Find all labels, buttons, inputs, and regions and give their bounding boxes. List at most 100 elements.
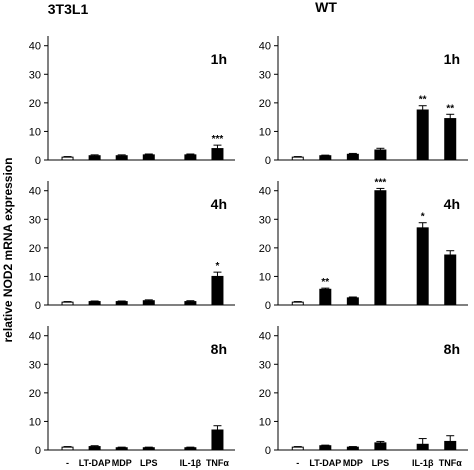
- category-label: IL-1β: [412, 458, 434, 468]
- y-tick-label: 30: [29, 69, 41, 81]
- y-tick-label: 40: [259, 331, 271, 343]
- significance-marker: *: [216, 261, 220, 272]
- y-tick-label: 40: [259, 186, 271, 198]
- time-label: 1h: [211, 51, 227, 67]
- bar-treated: [346, 153, 359, 161]
- y-axis-label: relative NOD2 mRNA expression: [1, 158, 15, 343]
- y-tick-label: 20: [29, 388, 41, 400]
- y-tick-label: 10: [259, 271, 271, 283]
- time-label: 4h: [444, 196, 460, 212]
- time-label: 1h: [444, 51, 460, 67]
- bar-treated: [184, 447, 197, 451]
- bar-treated: [88, 301, 101, 306]
- bar-treated: [184, 154, 197, 161]
- y-tick-label: 10: [29, 416, 41, 428]
- y-tick-label: 20: [29, 243, 41, 255]
- category-label: MDP: [343, 458, 363, 468]
- time-label: 8h: [444, 341, 460, 357]
- significance-marker: ***: [212, 134, 224, 145]
- bar-treated: [184, 301, 197, 306]
- bar-treated: [211, 429, 224, 451]
- bar-treated: [319, 445, 332, 451]
- bar-treated: [416, 109, 429, 161]
- column-title-wt: WT: [315, 0, 337, 15]
- y-tick-label: 0: [265, 445, 271, 457]
- y-tick-label: 0: [265, 155, 271, 167]
- y-tick-label: 30: [29, 359, 41, 371]
- y-tick-label: 20: [29, 98, 41, 110]
- bar-treated: [211, 275, 224, 306]
- bar-treated: [88, 446, 101, 451]
- chart-panel-wt-8h: 0 10 20 30 40 8h - LT-DAP MDP LPS IL-1β TNFα: [259, 326, 468, 468]
- y-tick-label: 40: [29, 331, 41, 343]
- significance-marker: *: [421, 212, 425, 223]
- y-tick-label: 10: [259, 416, 271, 428]
- y-tick-label: 40: [29, 41, 41, 53]
- bar-treated: [115, 447, 128, 451]
- y-tick-label: 0: [265, 300, 271, 312]
- bar-treated: [211, 148, 224, 161]
- bar-treated: [444, 118, 457, 161]
- y-tick-label: 40: [259, 41, 271, 53]
- bar-control: [61, 156, 74, 161]
- category-label: LPS: [372, 458, 390, 468]
- column-title-3t3l1: 3T3L1: [48, 1, 89, 17]
- bar-treated: [416, 443, 429, 451]
- panels-group: 0102030401h***0102030401h****0102030404h…: [29, 36, 468, 468]
- bar-treated: [115, 155, 128, 161]
- y-tick-label: 30: [259, 214, 271, 226]
- y-tick-label: 30: [259, 359, 271, 371]
- bar-treated: [319, 288, 332, 306]
- significance-marker: **: [419, 95, 427, 106]
- significance-marker: ***: [375, 177, 387, 188]
- category-label: -: [66, 458, 69, 468]
- bar-treated: [444, 254, 457, 306]
- category-label: LPS: [140, 458, 158, 468]
- y-tick-label: 10: [259, 126, 271, 138]
- bar-treated: [142, 154, 155, 161]
- bar-treated: [346, 446, 359, 451]
- bar-treated: [115, 301, 128, 306]
- chart-panel-3t3l1-1h: 0 10 20 30 40 1h ***: [29, 36, 235, 167]
- category-label: MDP: [112, 458, 132, 468]
- y-tick-label: 0: [35, 300, 41, 312]
- category-label: IL-1β: [180, 458, 202, 468]
- chart-panel-3t3l1-8h: 0 10 20 30 40 8h - LT-DAP MDP LPS IL-1β TNFα: [29, 326, 235, 468]
- bar-treated: [88, 155, 101, 161]
- category-label: LT-DAP: [309, 458, 341, 468]
- y-tick-label: 0: [35, 445, 41, 457]
- bar-treated: [374, 190, 387, 306]
- y-tick-label: 20: [259, 243, 271, 255]
- bar-control: [61, 301, 74, 306]
- bar-treated: [346, 297, 359, 306]
- bar-treated: [444, 440, 457, 451]
- y-tick-label: 0: [35, 155, 41, 167]
- category-label: TNFα: [206, 458, 229, 468]
- category-label: TNFα: [439, 458, 462, 468]
- y-tick-label: 10: [29, 126, 41, 138]
- y-tick-label: 20: [259, 388, 271, 400]
- y-tick-label: 30: [259, 69, 271, 81]
- y-tick-label: 40: [29, 186, 41, 198]
- bar-treated: [416, 227, 429, 306]
- bar-treated: [374, 149, 387, 161]
- bar-control: [291, 446, 304, 451]
- bar-control: [291, 301, 304, 306]
- time-label: 4h: [211, 196, 227, 212]
- category-label: LT-DAP: [79, 458, 111, 468]
- chart-panel-wt-1h: 0 10 20 30 40 1h ** **: [259, 36, 468, 167]
- bar-control: [291, 156, 304, 161]
- category-label: -: [296, 458, 299, 468]
- bar-treated: [374, 442, 387, 451]
- time-label: 8h: [211, 341, 227, 357]
- bar-treated: [319, 155, 332, 161]
- bar-treated: [142, 300, 155, 306]
- y-tick-label: 20: [259, 98, 271, 110]
- bar-control: [61, 446, 74, 451]
- bar-treated: [142, 447, 155, 451]
- y-tick-label: 30: [29, 214, 41, 226]
- chart-panel-3t3l1-4h: 0 10 20 30 40 4h *: [29, 181, 235, 312]
- significance-marker: **: [321, 277, 329, 288]
